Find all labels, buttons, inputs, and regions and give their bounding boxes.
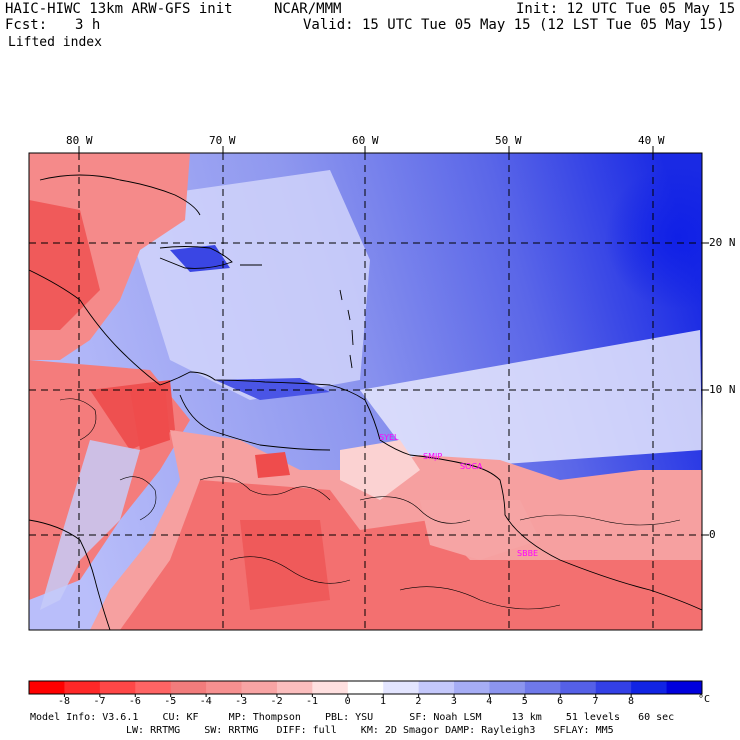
colorbar-tick-label: -1 xyxy=(305,696,318,707)
lon-label: 60 W xyxy=(352,134,379,147)
colorbar-swatch xyxy=(489,681,526,694)
colorbar-tick-label: 4 xyxy=(486,696,493,707)
colorbar-frame xyxy=(28,680,703,695)
init-time: Init: 12 UTC Tue 05 May 15 xyxy=(516,1,736,17)
contours xyxy=(59,398,681,610)
colorbar-swatch xyxy=(64,681,101,694)
colorbar-tick-label: -5 xyxy=(164,696,177,707)
colorbar-tick-label: -7 xyxy=(93,696,106,707)
colorbar-tick-label: 3 xyxy=(450,696,457,707)
colorbar-swatch xyxy=(595,681,632,694)
colorbar-tick-label: -8 xyxy=(58,696,71,707)
station-label: SMJP xyxy=(423,452,442,461)
colorbar-swatch xyxy=(241,681,278,694)
valid-time: Valid: 15 UTC Tue 05 May 15 (12 LST Tue … xyxy=(303,17,725,33)
lat-label: 0 xyxy=(709,528,716,541)
colorbar-tick-label: 8 xyxy=(627,696,634,707)
station-markers: SYEL SMJP SOCA SBBE xyxy=(379,433,538,558)
colorbar-swatch xyxy=(312,681,349,694)
colorbar-tick-label: 5 xyxy=(521,696,528,707)
colorbar-tick-label: -2 xyxy=(270,696,283,707)
lon-label: 50 W xyxy=(495,134,522,147)
colorbar-swatch xyxy=(276,681,313,694)
model-info-line2: LW: RRTMG SW: RRTMG DIFF: full KM: 2D Sm… xyxy=(126,725,614,736)
colorbar-swatch xyxy=(454,681,490,694)
forecast-label: Fcst: xyxy=(5,17,48,33)
model-info-line1: Model Info: V3.6.1 CU: KF MP: Thompson P… xyxy=(30,712,675,723)
colorbar-swatch xyxy=(631,681,668,694)
lon-label: 40 W xyxy=(638,134,665,147)
lifted-index-field xyxy=(29,153,702,630)
colorbar-swatch xyxy=(666,681,703,694)
station-label: SOCA xyxy=(460,462,483,471)
lon-label: 70 W xyxy=(209,134,236,147)
field-name: Lifted index xyxy=(8,35,102,50)
colorbar-swatch xyxy=(418,681,455,694)
colorbar xyxy=(28,680,703,697)
colorbar-swatch xyxy=(135,681,172,694)
colorbar-swatch xyxy=(99,681,136,694)
colorbar-tick-label: -6 xyxy=(128,696,141,707)
graticule xyxy=(29,153,702,630)
lat-label: 10 N xyxy=(709,383,736,396)
lon-label: 80 W xyxy=(66,134,93,147)
colorbar-swatch xyxy=(347,681,384,694)
coastlines xyxy=(29,174,702,630)
colorbar-tick-label: -4 xyxy=(199,696,212,707)
colorbar-unit: °C xyxy=(698,694,711,705)
model-title: HAIC-HIWC 13km ARW-GFS init xyxy=(5,1,233,17)
colorbar-tick-label: 6 xyxy=(557,696,564,707)
lat-label: 20 N xyxy=(709,236,736,249)
forecast-hour: 3 h xyxy=(75,17,101,33)
colorbar-swatch xyxy=(29,681,65,694)
station-label: SYEL xyxy=(379,433,399,442)
colorbar-tick-label: 7 xyxy=(592,696,599,707)
colorbar-swatch xyxy=(383,681,420,694)
colorbar-tick-label: 2 xyxy=(415,696,422,707)
colorbar-swatch xyxy=(170,681,207,694)
colorbar-swatch xyxy=(524,681,561,694)
colorbar-swatch xyxy=(560,681,597,694)
center-label: NCAR/MMM xyxy=(274,1,342,17)
colorbar-tick-label: 0 xyxy=(344,696,351,707)
colorbar-tick-label: -3 xyxy=(235,696,248,707)
colorbar-tick-label: 1 xyxy=(380,696,387,707)
frame-ticks xyxy=(78,146,709,536)
colorbar-swatch xyxy=(206,681,243,694)
station-label: SBBE xyxy=(517,549,538,558)
